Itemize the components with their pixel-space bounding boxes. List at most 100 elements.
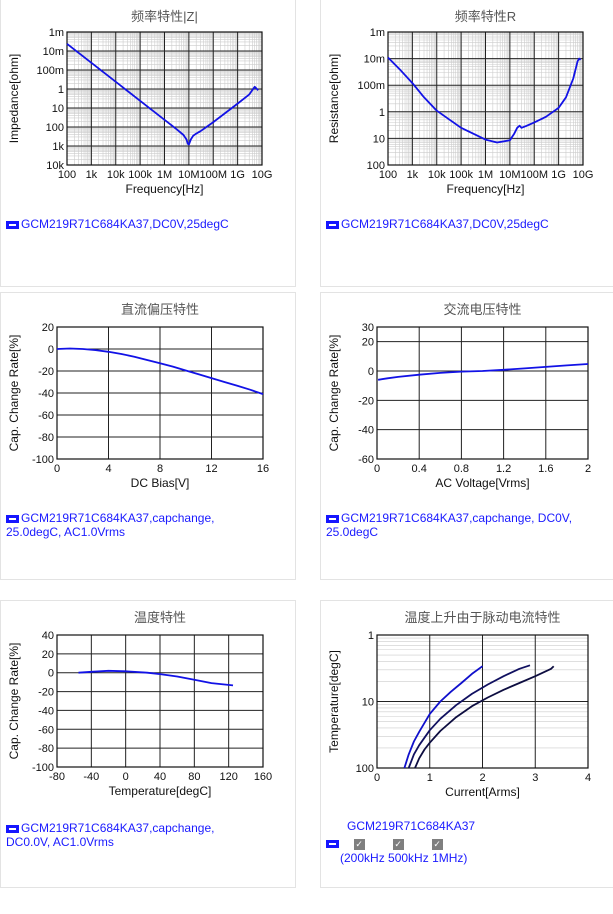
freq-label-1mhz: 1MHz <box>432 851 464 865</box>
freq-labels: (200kHz 500kHz 1MHz) <box>326 851 606 865</box>
x-tick-label: 10k <box>428 169 446 181</box>
chart-panel-resistance: 频率特性R 100 1k 10k 100k 1M 10M 100M 1G 10G 1m 10m 100m… <box>320 0 613 287</box>
legend-label: GCM219R71C684KA37,capchange, 25.0degC, A… <box>6 511 215 539</box>
y-axis-label: Cap. Change Rate[%] <box>7 643 21 760</box>
y-tick-label: -20 <box>38 366 54 378</box>
x-axis-label: AC Voltage[Vrms] <box>435 476 529 490</box>
y-tick-label: -40 <box>38 388 54 400</box>
ripple-chart: 温度上升由于脉动电流特性 0 1 2 3 4 1 10 100 Current[Arms] Temp… <box>327 610 591 799</box>
legend-item[interactable]: GCM219R71C684KA37,DC0V,25degC <box>326 217 606 231</box>
x-tick-label: 4 <box>105 463 111 475</box>
y-tick-label: 40 <box>42 630 54 642</box>
x-tick-label: -80 <box>49 771 65 783</box>
x-tick-label: 1 <box>427 772 433 784</box>
y-tick-label: 10 <box>52 103 64 115</box>
y-tick-label: -100 <box>32 454 54 466</box>
x-tick-label: 2 <box>479 772 485 784</box>
y-tick-label: 0 <box>48 668 54 680</box>
y-tick-label: 10m <box>364 54 385 66</box>
y-axis-label: Impedance[ohm] <box>7 54 21 143</box>
panel-frame <box>0 292 296 580</box>
legend-item[interactable]: GCM219R71C684KA37,capchange, 25.0degC, A… <box>6 511 286 539</box>
x-tick-label: 100M <box>520 169 548 181</box>
panel-frame <box>0 0 296 287</box>
x-tick-label: 100k <box>128 169 152 181</box>
y-tick-label: 30 <box>362 322 374 334</box>
dc-bias-chart: 直流偏压特性 0 4 8 12 16 20 0 -20 -40 -60 -80 -100 DC Bias[… <box>7 302 269 490</box>
y-tick-label: 1 <box>58 84 64 96</box>
x-tick-label: 1k <box>407 169 419 181</box>
y-tick-label: -80 <box>38 432 54 444</box>
legend-block: GCM219R71C684KA37 ✓ ✓ ✓ (200kHz 500kHz 1MH… <box>326 819 606 865</box>
legend-swatch-icon <box>6 220 19 229</box>
y-tick-label: 10m <box>43 46 64 58</box>
y-tick-label: 1m <box>49 27 64 39</box>
y-tick-label: 20 <box>362 337 374 349</box>
y-tick-label: -60 <box>358 454 374 466</box>
y-tick-label: 20 <box>42 649 54 661</box>
x-tick-label: 10k <box>107 169 125 181</box>
series-line <box>78 669 234 687</box>
x-tick-label: 10G <box>573 169 594 181</box>
plot-frame <box>56 634 264 768</box>
x-tick-label: 3 <box>532 772 538 784</box>
x-tick-label: 16 <box>257 463 269 475</box>
chart-title: 温度上升由于脉动电流特性 <box>404 610 560 625</box>
plot-frame <box>376 326 589 460</box>
y-tick-label: 1m <box>370 27 385 39</box>
x-tick-label: 120 <box>219 771 237 783</box>
plot-frame <box>376 634 589 769</box>
y-tick-label: -20 <box>358 395 374 407</box>
x-tick-label: 0.8 <box>454 463 469 475</box>
x-tick-label: 80 <box>188 771 200 783</box>
y-tick-label: 1k <box>52 141 64 153</box>
x-tick-label: 10M <box>499 169 520 181</box>
x-tick-label: 0 <box>54 463 60 475</box>
x-tick-label: 0 <box>374 772 380 784</box>
x-tick-label: 1.2 <box>496 463 511 475</box>
freq-label-200khz: 200kHz <box>344 851 385 865</box>
y-tick-label: -40 <box>38 705 54 717</box>
y-axis-label: Cap. Change Rate[%] <box>327 335 341 452</box>
legend-item[interactable]: GCM219R71C684KA37,capchange, DC0V, 25.0d… <box>326 511 606 539</box>
x-tick-label: 100 <box>58 169 76 181</box>
series-line <box>403 665 484 769</box>
x-axis-label: Frequency[Hz] <box>125 182 203 196</box>
x-tick-label: -40 <box>83 771 99 783</box>
chart-title: 直流偏压特性 <box>121 302 199 317</box>
checkbox-1mhz[interactable]: ✓ <box>431 839 443 850</box>
y-tick-label: -20 <box>38 687 54 699</box>
y-tick-label: 100m <box>36 65 64 77</box>
x-tick-label: 1M <box>478 169 493 181</box>
legend-swatch-icon <box>326 514 339 523</box>
series-line <box>66 43 259 146</box>
legend-label: GCM219R71C684KA37,DC0V,25degC <box>21 217 229 231</box>
y-tick-label: 100 <box>356 763 374 775</box>
paren-open: ( <box>340 851 344 865</box>
legend-item[interactable]: GCM219R71C684KA37,DC0V,25degC <box>6 217 286 231</box>
legend-title: GCM219R71C684KA37 <box>347 819 476 833</box>
checkbox-500khz[interactable]: ✓ <box>392 839 404 850</box>
chart-title: 频率特性|Z| <box>131 9 198 24</box>
legend-swatch-icon[interactable] <box>326 839 339 848</box>
plot-frame <box>387 31 584 166</box>
x-tick-label: 1M <box>157 169 172 181</box>
y-tick-label: 10k <box>46 160 64 172</box>
legend-label: GCM219R71C684KA37,capchange, DC0V, 25.0d… <box>326 511 573 539</box>
y-tick-label: 10 <box>362 697 374 709</box>
y-tick-label: 0 <box>48 344 54 356</box>
series-line <box>56 347 264 395</box>
plot-frame <box>56 326 264 460</box>
legend-swatch-icon <box>6 514 19 523</box>
legend-item[interactable]: GCM219R71C684KA37,capchange, DC0.0V, AC1… <box>6 821 286 849</box>
temperature-chart: 温度特性-80 -40 0 40 80 120 16040200-20-40-60-80-1… <box>7 610 272 798</box>
x-tick-label: 1.6 <box>538 463 553 475</box>
chart-title: 温度特性 <box>134 610 186 625</box>
y-tick-label: 100 <box>46 122 64 134</box>
series-line <box>377 363 589 381</box>
checkbox-200khz[interactable]: ✓ <box>353 839 365 850</box>
x-axis-label: DC Bias[V] <box>131 476 190 490</box>
resistance-chart: 频率特性R 100 1k 10k 100k 1M 10M 100M 1G 10G 1m 10m 100m… <box>327 9 594 196</box>
y-tick-label: 100 <box>367 160 385 172</box>
ac-voltage-chart: 交流电压特性 0 0.4 0.8 1.2 1.6 2 30 20 0 -20 -40 -60 AC Vol… <box>327 302 591 490</box>
